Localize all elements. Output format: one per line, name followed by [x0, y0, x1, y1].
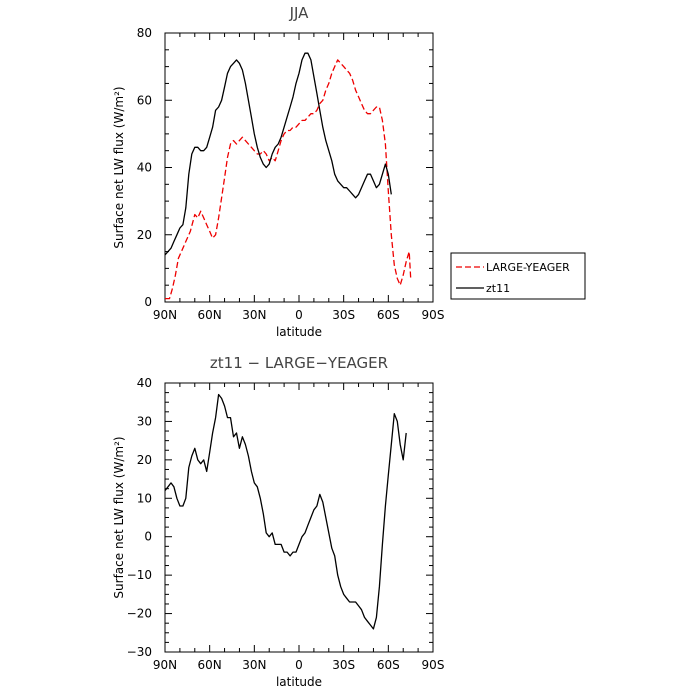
legend-label: zt11 — [486, 282, 510, 295]
y-tick-label: 10 — [137, 491, 152, 505]
x-axis-label: latitude — [276, 325, 322, 339]
x-tick-label: 90S — [422, 308, 445, 322]
x-tick-label: 30N — [242, 308, 266, 322]
x-tick-label: 60S — [377, 308, 400, 322]
x-tick-label: 90N — [153, 658, 177, 672]
y-tick-label: 40 — [137, 376, 152, 390]
chart-title: JJA — [289, 4, 310, 22]
y-tick-label: 20 — [137, 453, 152, 467]
y-tick-label: 20 — [137, 228, 152, 242]
legend: LARGE-YEAGER zt11 — [450, 252, 586, 300]
y-tick-label: 0 — [144, 530, 152, 544]
legend-box — [450, 252, 586, 300]
x-tick-label: 60N — [198, 658, 222, 672]
y-tick-label: −20 — [127, 607, 152, 621]
y-axis-label: Surface net LW flux (W/m²) — [112, 436, 126, 598]
y-tick-label: 30 — [137, 414, 152, 428]
panel-2: 90N 60N 30N 0 30S 60S 90S −30 −20 −10 0 10 20 30 40 zt1… — [112, 354, 444, 689]
y-tick-label: 60 — [137, 93, 152, 107]
x-tick-label: 30N — [242, 658, 266, 672]
y-axis-label: Surface net LW flux (W/m²) — [112, 86, 126, 248]
panel-1: 90N 60N 30N 0 30S 60S 90S 0 20 40 60 80 JJA latitude S… — [112, 4, 586, 339]
x-tick-label: 30S — [332, 658, 355, 672]
y-tick-label: −30 — [127, 645, 152, 659]
x-tick-label: 30S — [332, 308, 355, 322]
y-tick-label: 0 — [144, 295, 152, 309]
series-line-zt11 — [164, 52, 392, 256]
x-tick-label: 90S — [422, 658, 445, 672]
y-tick-label: −10 — [127, 568, 152, 582]
difference-line — [164, 393, 407, 630]
x-tick-label: 60N — [198, 308, 222, 322]
x-tick-label: 0 — [295, 658, 303, 672]
x-axis-label: latitude — [276, 675, 322, 689]
x-tick-label: 60S — [377, 658, 400, 672]
x-tick-label: 90N — [153, 308, 177, 322]
y-tick-label: 80 — [137, 26, 152, 40]
chart-title: zt11 − LARGE−YEAGER — [210, 354, 388, 372]
legend-label: LARGE-YEAGER — [486, 261, 570, 274]
y-tick-label: 40 — [137, 161, 152, 175]
x-tick-label: 0 — [295, 308, 303, 322]
series-line-large-yeager — [165, 59, 412, 300]
